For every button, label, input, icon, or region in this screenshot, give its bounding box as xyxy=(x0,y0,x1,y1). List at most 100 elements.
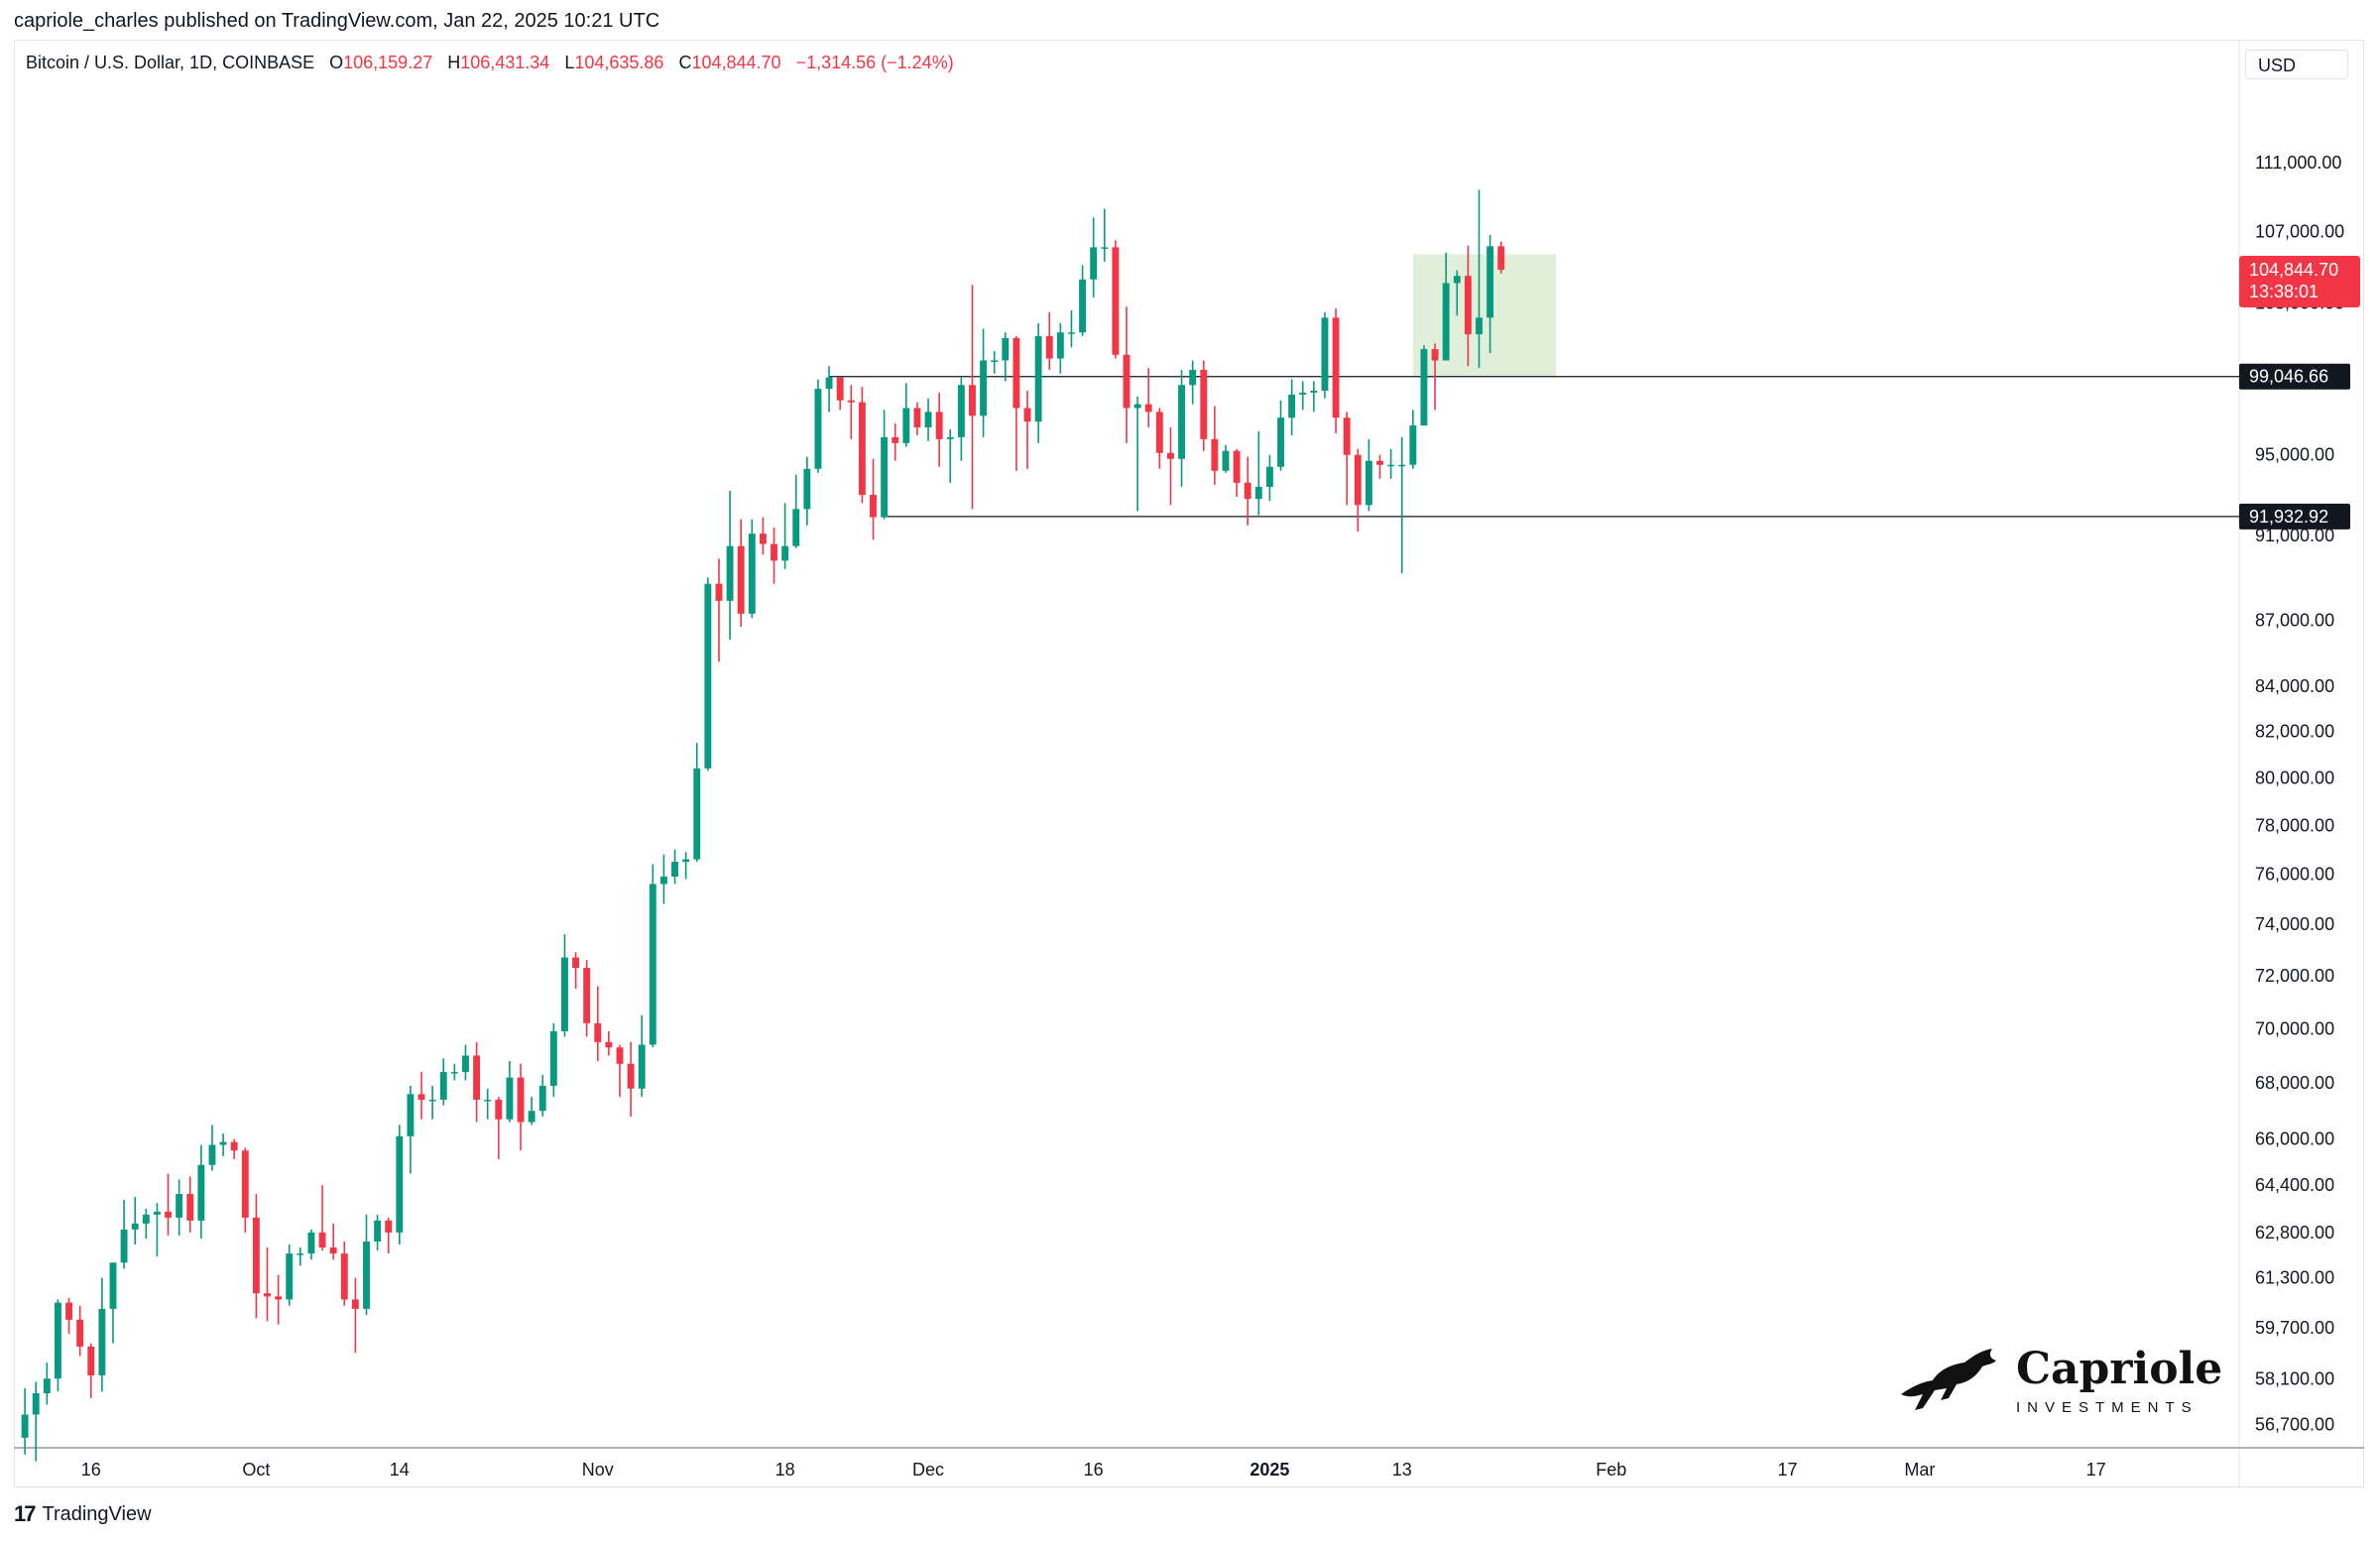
candle[interactable] xyxy=(1034,322,1042,443)
candle[interactable] xyxy=(902,383,910,447)
candle[interactable] xyxy=(76,1305,84,1357)
candle[interactable] xyxy=(528,1097,536,1126)
candle[interactable] xyxy=(385,1217,393,1254)
candle[interactable] xyxy=(1079,265,1087,336)
candle[interactable] xyxy=(1497,241,1505,274)
candle[interactable] xyxy=(583,960,591,1037)
candle[interactable] xyxy=(1133,396,1141,512)
candle[interactable] xyxy=(1178,369,1185,487)
currency-selector[interactable]: USD xyxy=(2245,50,2348,79)
candle[interactable] xyxy=(572,952,579,990)
candle[interactable] xyxy=(275,1274,283,1325)
tradingview-footer[interactable]: 17 TradingView xyxy=(14,1501,152,1527)
candle[interactable] xyxy=(858,387,866,504)
candle[interactable] xyxy=(176,1179,183,1236)
candle[interactable] xyxy=(538,1074,546,1117)
candle[interactable] xyxy=(1254,430,1262,516)
candle[interactable] xyxy=(374,1214,382,1251)
candle[interactable] xyxy=(286,1244,294,1306)
candle[interactable] xyxy=(307,1229,315,1260)
candle[interactable] xyxy=(847,385,855,439)
candle[interactable] xyxy=(627,1041,635,1117)
candle[interactable] xyxy=(605,1030,613,1056)
candle[interactable] xyxy=(1398,436,1406,574)
candle[interactable] xyxy=(1155,408,1163,469)
candle[interactable] xyxy=(1012,335,1020,471)
candle[interactable] xyxy=(186,1176,194,1233)
candle[interactable] xyxy=(671,849,678,885)
candle[interactable] xyxy=(1023,391,1031,469)
candle[interactable] xyxy=(1166,427,1174,506)
candle[interactable] xyxy=(351,1277,359,1354)
candle[interactable] xyxy=(682,852,690,880)
candle[interactable] xyxy=(252,1194,260,1319)
candle[interactable] xyxy=(836,377,844,411)
candle[interactable] xyxy=(1487,234,1494,353)
candle[interactable] xyxy=(759,517,767,555)
candle[interactable] xyxy=(439,1058,447,1106)
candle[interactable] xyxy=(1288,379,1296,435)
candle[interactable] xyxy=(153,1202,161,1257)
candle[interactable] xyxy=(1409,410,1417,469)
candle[interactable] xyxy=(264,1247,271,1322)
candle[interactable] xyxy=(1222,444,1230,473)
symbol-label[interactable]: Bitcoin / U.S. Dollar, 1D, COINBASE xyxy=(26,53,315,72)
candle[interactable] xyxy=(1453,270,1461,316)
candle[interactable] xyxy=(363,1214,370,1316)
candle[interactable] xyxy=(715,558,723,662)
candle[interactable] xyxy=(131,1197,139,1245)
candle[interactable] xyxy=(396,1125,404,1245)
candle[interactable] xyxy=(693,743,701,863)
candle[interactable] xyxy=(142,1208,150,1239)
candle[interactable] xyxy=(1068,309,1075,348)
candle[interactable] xyxy=(208,1125,216,1171)
candle[interactable] xyxy=(473,1041,481,1123)
candle[interactable] xyxy=(1144,368,1152,428)
candle[interactable] xyxy=(924,398,932,441)
candle[interactable] xyxy=(1365,438,1372,512)
candle[interactable] xyxy=(21,1388,29,1455)
candle[interactable] xyxy=(991,351,999,374)
candle[interactable] xyxy=(825,366,833,413)
candle[interactable] xyxy=(1420,345,1428,426)
candle[interactable] xyxy=(1123,306,1130,443)
candle[interactable] xyxy=(219,1133,227,1157)
candle[interactable] xyxy=(1332,308,1340,433)
candle[interactable] xyxy=(517,1063,525,1151)
candle[interactable] xyxy=(1376,454,1383,479)
candle[interactable] xyxy=(649,864,656,1048)
candle[interactable] xyxy=(1244,456,1251,526)
candle[interactable] xyxy=(407,1085,415,1174)
candle[interactable] xyxy=(616,1044,624,1098)
candle[interactable] xyxy=(1321,311,1329,399)
candle[interactable] xyxy=(1112,240,1120,359)
candle[interactable] xyxy=(913,402,921,435)
candle[interactable] xyxy=(54,1299,61,1392)
candle[interactable] xyxy=(1310,381,1318,413)
candle[interactable] xyxy=(892,423,899,461)
candle[interactable] xyxy=(230,1138,238,1159)
candle[interactable] xyxy=(340,1241,348,1306)
candle[interactable] xyxy=(957,377,965,461)
candle[interactable] xyxy=(1387,448,1395,479)
candle[interactable] xyxy=(792,474,800,548)
candle[interactable] xyxy=(1442,252,1450,361)
candle[interactable] xyxy=(1476,189,1483,369)
candle[interactable] xyxy=(197,1144,205,1239)
candle[interactable] xyxy=(946,428,954,483)
candle[interactable] xyxy=(594,986,602,1062)
candle[interactable] xyxy=(659,854,667,904)
candle[interactable] xyxy=(98,1277,106,1392)
candle[interactable] xyxy=(561,934,568,1037)
candle[interactable] xyxy=(748,519,756,619)
candle[interactable] xyxy=(704,577,712,771)
candle[interactable] xyxy=(781,503,789,569)
candle[interactable] xyxy=(549,1022,557,1098)
candle[interactable] xyxy=(870,458,877,540)
candle[interactable] xyxy=(1090,217,1098,298)
candle[interactable] xyxy=(980,328,988,437)
candle[interactable] xyxy=(1189,360,1197,405)
candle[interactable] xyxy=(1211,406,1219,485)
candle[interactable] xyxy=(1464,245,1472,367)
